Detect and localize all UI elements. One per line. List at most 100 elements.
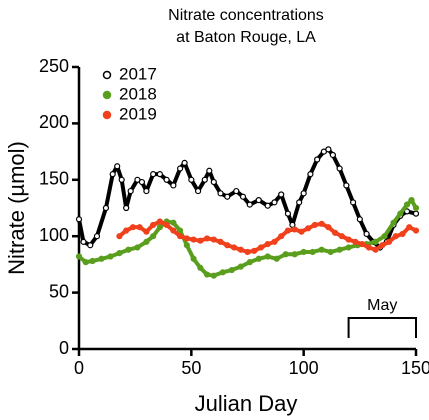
- data-point: [102, 204, 110, 212]
- data-point: [338, 233, 345, 240]
- data-point: [311, 221, 318, 229]
- data-point: [406, 224, 413, 231]
- data-point: [217, 238, 224, 245]
- data-point: [372, 246, 379, 253]
- data-point: [372, 238, 379, 245]
- data-point: [194, 187, 202, 195]
- data-point: [233, 187, 240, 195]
- legend-marker: [102, 70, 112, 80]
- y-axis-label: Nitrate (µmol): [4, 141, 29, 275]
- data-point: [150, 233, 157, 240]
- data-point: [271, 238, 278, 245]
- data-point: [307, 171, 314, 178]
- data-point: [188, 176, 195, 183]
- data-point: [278, 233, 285, 240]
- data-point: [327, 248, 334, 256]
- data-point: [246, 201, 253, 208]
- x-tick-label: 100: [289, 358, 319, 378]
- y-tick-label: 200: [39, 112, 69, 132]
- data-point: [365, 244, 372, 251]
- data-point: [246, 259, 253, 266]
- data-point: [156, 218, 163, 225]
- data-point: [264, 240, 271, 248]
- data-point: [89, 257, 96, 265]
- data-point: [264, 253, 271, 260]
- data-point: [325, 224, 332, 231]
- data-point: [210, 236, 217, 243]
- data-point: [75, 216, 83, 223]
- data-point: [163, 221, 170, 229]
- x-tick-label: 0: [74, 358, 84, 378]
- data-point: [363, 230, 370, 238]
- data-point: [412, 204, 420, 212]
- data-point: [397, 210, 404, 217]
- data-point: [82, 259, 89, 266]
- data-point: [150, 221, 157, 229]
- data-point: [203, 235, 211, 242]
- data-point: [318, 220, 325, 227]
- data-point: [177, 233, 184, 240]
- data-point: [224, 193, 231, 200]
- data-point: [217, 190, 224, 197]
- data-point: [278, 191, 285, 198]
- data-point: [138, 178, 146, 186]
- data-point: [300, 248, 307, 256]
- data-point: [156, 224, 163, 231]
- annotation-bracket: [347, 317, 417, 338]
- y-tick-label: 50: [49, 281, 69, 301]
- data-point: [343, 182, 350, 189]
- data-point: [190, 255, 197, 262]
- data-point: [197, 237, 204, 244]
- data-point: [170, 219, 177, 226]
- data-point: [123, 204, 130, 212]
- data-point: [170, 182, 177, 189]
- data-point: [163, 176, 170, 183]
- data-point: [116, 250, 123, 257]
- data-point: [134, 244, 141, 251]
- data-point: [408, 197, 415, 204]
- data-point: [210, 272, 217, 279]
- data-point: [336, 246, 343, 253]
- data-point: [291, 251, 298, 258]
- data-point: [181, 159, 188, 166]
- y-tick-label: 0: [59, 338, 69, 358]
- data-point: [271, 199, 278, 206]
- data-point: [257, 244, 265, 251]
- data-point: [136, 224, 143, 231]
- data-point: [170, 227, 177, 234]
- data-point: [219, 269, 226, 276]
- data-point: [237, 263, 244, 270]
- data-point: [329, 151, 336, 159]
- data-point: [318, 246, 325, 253]
- data-point: [345, 236, 352, 243]
- data-point: [75, 253, 83, 260]
- data-point: [309, 248, 316, 256]
- data-point: [385, 238, 393, 245]
- data-point: [125, 246, 132, 253]
- x-tick-label: 150: [401, 358, 429, 378]
- data-point: [379, 242, 386, 249]
- legend-label: 2017: [119, 64, 157, 83]
- data-point: [296, 199, 303, 206]
- legend-marker: [102, 110, 112, 120]
- data-point: [197, 264, 204, 271]
- series-line: [77, 198, 418, 278]
- data-point: [239, 193, 247, 200]
- data-point: [356, 216, 363, 223]
- data-point: [224, 242, 231, 249]
- data-point: [177, 227, 184, 234]
- legend-label: 2019: [119, 104, 157, 123]
- data-point: [93, 233, 101, 240]
- chart-title: Nitrate concentrations: [168, 7, 324, 24]
- data-point: [273, 255, 280, 262]
- data-point: [314, 156, 321, 163]
- legend-marker: [102, 90, 112, 100]
- x-tick-label: 50: [181, 358, 201, 378]
- data-point: [390, 219, 397, 226]
- data-point: [399, 230, 406, 238]
- data-point: [143, 238, 150, 245]
- data-point: [201, 176, 208, 183]
- data-point: [264, 202, 271, 209]
- data-point: [403, 201, 411, 208]
